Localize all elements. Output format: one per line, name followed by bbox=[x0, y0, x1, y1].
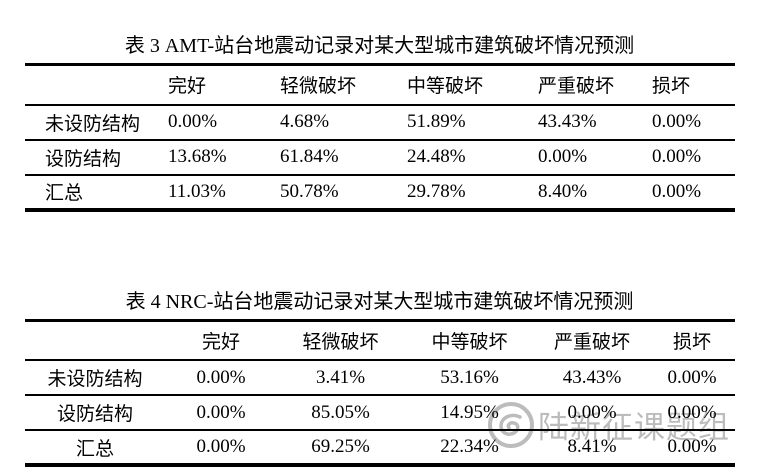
table4-title: 表 4 NRC-站台地震动记录对某大型城市建筑破坏情况预测 bbox=[125, 290, 634, 313]
column-header-destroyed: 损坏 bbox=[652, 76, 691, 98]
table-cell: 0.00% bbox=[567, 401, 617, 423]
table-row: 设防结构 13.68% 61.84% 24.48% 0.00% 0.00% bbox=[25, 140, 735, 175]
table-row: 汇总 11.03% 50.78% 29.78% 8.40% 0.00% bbox=[25, 175, 735, 210]
table-cell: 0.00% bbox=[652, 146, 702, 167]
table-cell: 0.00% bbox=[652, 111, 702, 132]
table-cell: 0.00% bbox=[667, 436, 717, 457]
table-cell: 0.00% bbox=[667, 366, 717, 388]
column-header-intact: 完好 bbox=[201, 331, 240, 353]
table-cell: 29.78% bbox=[407, 180, 466, 202]
column-header-intact: 完好 bbox=[168, 76, 207, 98]
table4-header-row: 完好 轻微破坏 中等破坏 严重破坏 损坏 bbox=[25, 320, 735, 360]
row-label: 汇总 bbox=[45, 183, 84, 204]
table-cell: 43.43% bbox=[538, 111, 597, 132]
table-cell: 14.95% bbox=[440, 401, 499, 423]
table4-block: 表 4 NRC-站台地震动记录对某大型城市建筑破坏情况预测 完好 轻微破坏 中等… bbox=[0, 212, 759, 467]
column-header-moderate-damage: 中等破坏 bbox=[431, 331, 508, 353]
row-label: 设防结构 bbox=[56, 404, 133, 425]
table3-header-row: 完好 轻微破坏 中等破坏 严重破坏 损坏 bbox=[25, 65, 735, 105]
table-cell: 11.03% bbox=[168, 180, 226, 202]
table-cell: 22.34% bbox=[440, 436, 499, 457]
table-cell: 61.84% bbox=[280, 146, 339, 167]
table-cell: 0.00% bbox=[168, 111, 218, 132]
row-label: 汇总 bbox=[75, 438, 114, 460]
table-row: 未设防结构 0.00% 4.68% 51.89% 43.43% 0.00% bbox=[25, 105, 735, 140]
table-cell: 0.00% bbox=[538, 146, 588, 167]
table-cell: 0.00% bbox=[196, 401, 246, 423]
table-cell: 0.00% bbox=[667, 401, 717, 423]
table-cell: 0.00% bbox=[196, 366, 246, 388]
column-header-severe-damage: 严重破坏 bbox=[538, 76, 615, 98]
column-header-empty bbox=[25, 320, 165, 360]
column-header-moderate-damage: 中等破坏 bbox=[407, 76, 484, 98]
table-cell: 3.41% bbox=[315, 366, 366, 388]
table3-block: 表 3 AMT-站台地震动记录对某大型城市建筑破坏情况预测 完好 轻微破坏 中等… bbox=[0, 0, 759, 212]
table3-title: 表 3 AMT-站台地震动记录对某大型城市建筑破坏情况预测 bbox=[124, 35, 635, 57]
table-cell: 8.41% bbox=[567, 436, 617, 457]
column-header-destroyed: 损坏 bbox=[672, 331, 711, 353]
table-cell: 24.48% bbox=[407, 146, 466, 167]
table-cell: 4.68% bbox=[280, 111, 330, 132]
table-cell: 0.00% bbox=[652, 180, 702, 202]
row-label: 未设防结构 bbox=[47, 369, 143, 390]
column-header-severe-damage: 严重破坏 bbox=[553, 331, 630, 353]
column-header-slight-damage: 轻微破坏 bbox=[280, 76, 357, 98]
table-cell: 85.05% bbox=[311, 401, 370, 423]
table-cell: 51.89% bbox=[407, 111, 466, 132]
table-row: 汇总 0.00% 69.25% 22.34% 8.41% 0.00% bbox=[25, 430, 735, 465]
table3: 完好 轻微破坏 中等破坏 严重破坏 损坏 未设防结构 0.00% 4.68% 5… bbox=[25, 63, 735, 212]
table-cell: 50.78% bbox=[280, 180, 339, 202]
table-cell: 8.40% bbox=[538, 180, 588, 202]
table-cell: 13.68% bbox=[168, 146, 227, 167]
table-cell: 69.25% bbox=[311, 436, 370, 457]
table-row: 未设防结构 0.00% 3.41% 53.16% 43.43% 0.00% bbox=[25, 360, 735, 395]
row-label: 设防结构 bbox=[45, 148, 122, 170]
table-row: 设防结构 0.00% 85.05% 14.95% 0.00% 0.00% bbox=[25, 395, 735, 430]
column-header-slight-damage: 轻微破坏 bbox=[302, 331, 379, 353]
table-cell: 43.43% bbox=[562, 366, 622, 388]
table4: 完好 轻微破坏 中等破坏 严重破坏 损坏 未设防结构 0.00% 3.41% 5… bbox=[25, 318, 735, 467]
column-header-empty bbox=[25, 65, 165, 105]
table-cell: 53.16% bbox=[440, 366, 499, 388]
row-label: 未设防结构 bbox=[45, 113, 141, 135]
table-cell: 0.00% bbox=[196, 436, 246, 457]
